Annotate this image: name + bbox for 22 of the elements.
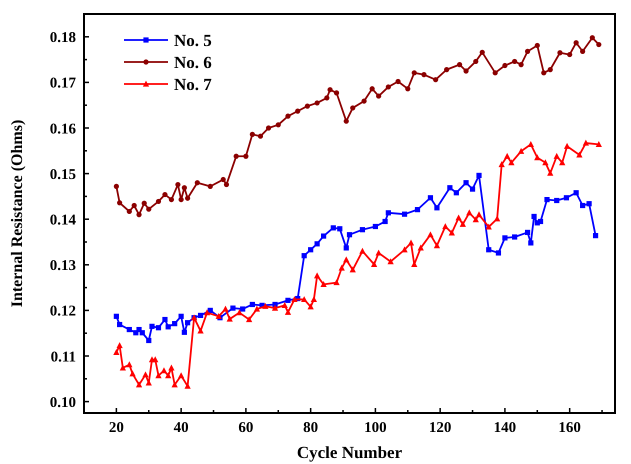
x-axis-title: Cycle Number [296, 443, 403, 462]
x-tick-label: 100 [364, 420, 387, 436]
legend-label: No. 6 [174, 52, 212, 72]
legend-label: No. 7 [174, 74, 212, 94]
y-axis-title: Internal Resistance (Ohms) [9, 120, 26, 308]
y-tick-label: 0.10 [50, 394, 76, 411]
y-tick-label: 0.18 [50, 30, 76, 46]
legend-label: No. 5 [174, 30, 212, 50]
x-tick-label: 40 [174, 420, 189, 436]
x-tick-label: 140 [494, 420, 516, 436]
x-tick-label: 20 [108, 420, 124, 436]
y-tick-label: 0.17 [50, 76, 76, 92]
y-tick-label: 0.12 [50, 304, 76, 320]
y-tick-label: 0.15 [50, 166, 76, 183]
x-tick-label: 160 [558, 420, 581, 436]
y-tick-label: 0.11 [50, 349, 76, 366]
y-tick-label: 0.14 [50, 212, 76, 228]
y-tick-label: 0.13 [50, 258, 76, 274]
x-tick-label: 120 [428, 420, 452, 436]
x-tick-label: 60 [238, 420, 254, 436]
y-tick-label: 0.16 [50, 121, 76, 138]
x-tick-label: 80 [303, 420, 318, 436]
